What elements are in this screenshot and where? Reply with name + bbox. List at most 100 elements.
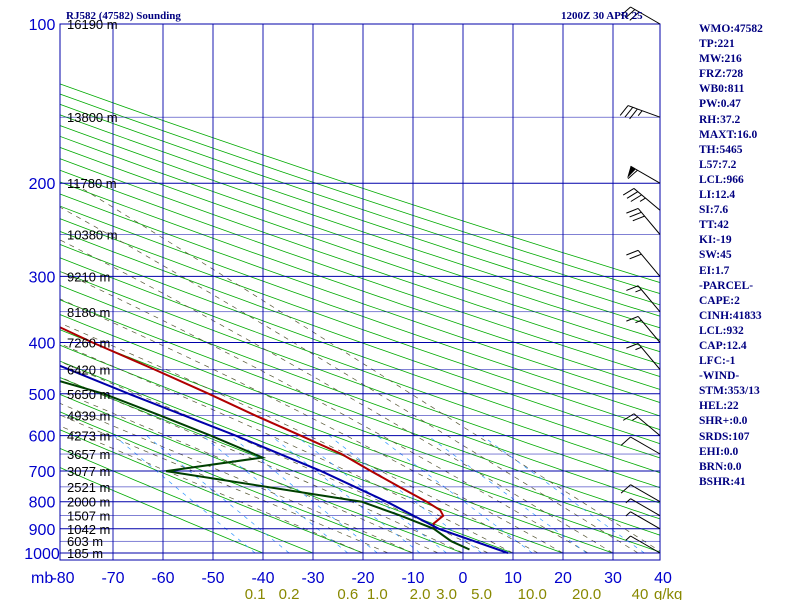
temperature-tick-label: -50 xyxy=(201,570,224,587)
stability-index-item: CAP:12.4 xyxy=(699,339,747,352)
stability-index-item: MW:216 xyxy=(699,53,742,66)
wind-barb-full xyxy=(626,207,639,214)
temperature-tick-label: -70 xyxy=(101,570,124,587)
wind-barb-half xyxy=(635,346,642,351)
dry-adiabat-line xyxy=(60,411,414,554)
stability-index-item: PW:0.47 xyxy=(699,98,741,111)
height-label: 4939 m xyxy=(67,409,110,424)
stability-index-item: CAPE:2 xyxy=(699,294,740,307)
stability-index-item: MAXT:16.0 xyxy=(699,128,758,141)
sounding-traces xyxy=(60,326,509,554)
wind-barb xyxy=(620,484,661,503)
wind-barb-staff xyxy=(633,188,661,211)
mixing-ratio-line xyxy=(113,435,256,554)
height-label: 4273 m xyxy=(67,429,110,444)
height-label: 2000 m xyxy=(67,495,110,510)
height-label: 5650 m xyxy=(67,387,110,402)
wind-barb-staff xyxy=(630,436,661,455)
wind-barb-staff xyxy=(637,285,661,313)
wind-barb-full xyxy=(627,169,638,179)
mixing-ratio-label: 0.6 xyxy=(337,586,358,600)
height-label: 3077 m xyxy=(67,464,110,479)
wind-barb xyxy=(626,285,661,313)
wind-barb-staff xyxy=(630,484,661,503)
stability-index-item: -WIND- xyxy=(699,370,740,383)
wind-barb-staff xyxy=(637,316,661,343)
wind-barb-full xyxy=(620,484,631,494)
wind-barb-staff xyxy=(630,6,661,25)
pressure-tick-label: 300 xyxy=(29,269,56,286)
wind-barb-full xyxy=(622,188,635,196)
wind-barb-full xyxy=(619,105,629,116)
parcel-trace xyxy=(60,364,509,554)
valid-time: 1200Z 30 APR 25 xyxy=(561,10,643,22)
height-label: 11780 m xyxy=(67,176,117,191)
pressure-tick-label: 400 xyxy=(29,335,56,352)
stability-index-item: FRZ:728 xyxy=(699,68,744,81)
temperature-tick-label: 0 xyxy=(459,570,468,587)
pressure-tick-label: 900 xyxy=(29,522,56,539)
pressure-tick-label: 600 xyxy=(29,429,56,446)
wind-barb-full xyxy=(632,215,645,222)
temperature-tick-label: 40 xyxy=(654,570,672,587)
wind-barb-full xyxy=(620,6,631,16)
stability-index-item: LCL:966 xyxy=(699,173,744,186)
stability-index-item: BSHR:41 xyxy=(699,475,746,488)
wind-barb-full xyxy=(629,108,638,120)
mixing-ratio-label: 10.0 xyxy=(518,586,547,600)
stability-index-item: SHR+:0.0 xyxy=(699,415,748,428)
wind-barb xyxy=(625,511,661,530)
height-label: 2521 m xyxy=(67,480,110,495)
stability-index-item: LCL:932 xyxy=(699,324,744,337)
pressure-tick-label: 1000 xyxy=(24,546,60,563)
moist-adiabat-line xyxy=(60,403,414,554)
mixing-ratio-line xyxy=(427,435,587,554)
stability-index-item: TP:221 xyxy=(699,38,735,51)
stability-index-item: CINH:41833 xyxy=(699,309,762,322)
moist-adiabat-line xyxy=(60,343,514,554)
mixing-ratio-label: 20.0 xyxy=(572,586,601,600)
temperature-tick-label: 10 xyxy=(504,570,522,587)
mixing-ratio-line xyxy=(481,435,645,554)
stability-index-item: LFC:-1 xyxy=(699,355,736,368)
stability-index-item: BRN:0.0 xyxy=(699,460,742,473)
wind-barb xyxy=(626,315,661,343)
mixing-ratio-line xyxy=(202,435,349,554)
height-label: 6420 m xyxy=(67,363,110,378)
mixing-ratio-label: 2.0 xyxy=(410,586,431,600)
wind-barb-full xyxy=(626,342,639,349)
wind-barb xyxy=(620,6,661,25)
pressure-unit-label: mb xyxy=(31,570,53,587)
mixing-ratio-label: 1.0 xyxy=(367,586,388,600)
stability-index-item: TT:42 xyxy=(699,219,729,232)
height-label: 1507 m xyxy=(67,509,110,524)
wind-barb-full xyxy=(626,315,639,322)
wind-barb-flag xyxy=(627,166,636,179)
height-label: 16190 m xyxy=(67,17,118,32)
wind-barb xyxy=(626,342,661,370)
pressure-tick-label: 700 xyxy=(29,464,56,481)
wind-barb xyxy=(626,249,661,277)
wind-barb-staff xyxy=(637,250,661,277)
height-label: 13800 m xyxy=(67,110,118,125)
mixing-ratio-label: 40 xyxy=(632,586,649,600)
temperature-tick-label: -30 xyxy=(301,570,324,587)
wind-barb-staff xyxy=(630,498,661,517)
mixing-ratio-label: 0.1 xyxy=(245,586,266,600)
wind-barb-full xyxy=(626,191,639,199)
wind-barb xyxy=(627,165,661,184)
background-lines xyxy=(60,24,660,560)
mixing-ratio-line xyxy=(376,435,533,554)
mixing-ratio-label: 5.0 xyxy=(471,586,492,600)
stability-index-item: L57:7.2 xyxy=(699,158,737,171)
height-label: 7260 m xyxy=(67,335,110,350)
stability-index-item: SRDS:107 xyxy=(699,430,750,443)
stability-index-item: KI:-19 xyxy=(699,234,732,247)
height-label: 1042 m xyxy=(67,522,110,537)
wind-barb-full xyxy=(629,11,640,21)
stability-index-item: EHI:0.0 xyxy=(699,445,739,458)
wind-barb-staff xyxy=(627,105,661,118)
height-label: 185 m xyxy=(67,546,103,561)
pressure-tick-label: 500 xyxy=(29,387,56,404)
